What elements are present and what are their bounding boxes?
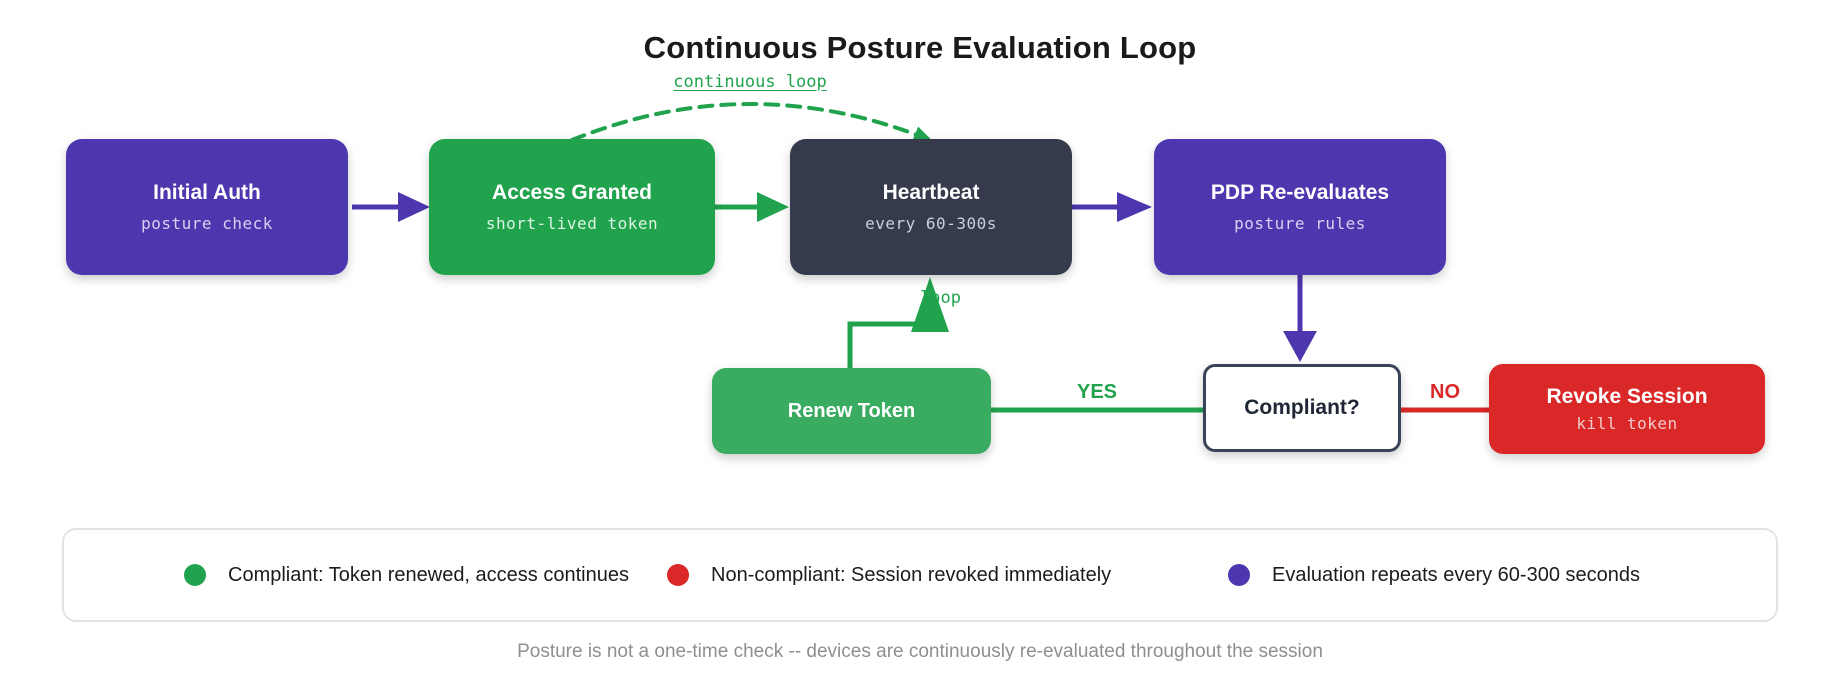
- purple-dot-icon: [1228, 564, 1250, 586]
- node-subtitle: posture rules: [1234, 214, 1366, 234]
- node-revoke-session: Revoke Session kill token: [1489, 364, 1765, 454]
- legend: Compliant: Token renewed, access continu…: [62, 528, 1778, 622]
- node-title: Revoke Session: [1546, 384, 1708, 408]
- node-title: Renew Token: [787, 399, 916, 422]
- edge-access-to-heartbeat: [715, 192, 789, 222]
- edge-label-yes: YES: [1076, 381, 1118, 403]
- red-dot-icon: [667, 564, 689, 586]
- legend-item-label: Compliant: Token renewed, access continu…: [228, 563, 629, 586]
- node-subtitle: every 60-300s: [865, 214, 997, 234]
- node-pdp-re-evaluates: PDP Re-evaluates posture rules: [1154, 139, 1446, 275]
- node-title: Heartbeat: [882, 180, 980, 204]
- footer-note: Posture is not a one-time check -- devic…: [517, 641, 1323, 662]
- node-access-granted: Access Granted short-lived token: [429, 139, 715, 275]
- node-initial-auth: Initial Auth posture check: [66, 139, 348, 275]
- node-subtitle: posture check: [141, 214, 273, 234]
- edge-label-no: NO: [1430, 381, 1460, 403]
- edge-initial-to-access: [352, 192, 430, 222]
- node-renew-token: Renew Token: [712, 368, 991, 454]
- node-title: Access Granted: [492, 180, 652, 204]
- edge-heartbeat-to-pdp: [1072, 192, 1152, 222]
- node-title: PDP Re-evaluates: [1210, 180, 1390, 204]
- edge-label-continuous-loop: continuous loop: [673, 72, 827, 92]
- edge-pdp-to-compliant: [1283, 275, 1317, 362]
- node-title: Initial Auth: [153, 180, 261, 204]
- green-dot-icon: [184, 564, 206, 586]
- edge-continuous-loop: [570, 102, 933, 142]
- legend-item-label: Non-compliant: Session revoked immediate…: [711, 563, 1112, 586]
- legend-item-compliant: Compliant: Token renewed, access continu…: [184, 530, 629, 620]
- node-title: Compliant?: [1244, 395, 1360, 419]
- node-subtitle: short-lived token: [485, 214, 659, 234]
- legend-item-label: Evaluation repeats every 60-300 seconds: [1272, 563, 1641, 586]
- legend-item-evaluation: Evaluation repeats every 60-300 seconds: [1228, 530, 1640, 620]
- node-heartbeat: Heartbeat every 60-300s: [790, 139, 1072, 275]
- edge-renew-to-heartbeat: [847, 277, 949, 368]
- page-title: Continuous Posture Evaluation Loop: [643, 30, 1197, 65]
- node-compliant-decision: Compliant?: [1203, 364, 1401, 452]
- legend-item-non-compliant: Non-compliant: Session revoked immediate…: [667, 530, 1111, 620]
- node-subtitle: kill token: [1576, 414, 1678, 434]
